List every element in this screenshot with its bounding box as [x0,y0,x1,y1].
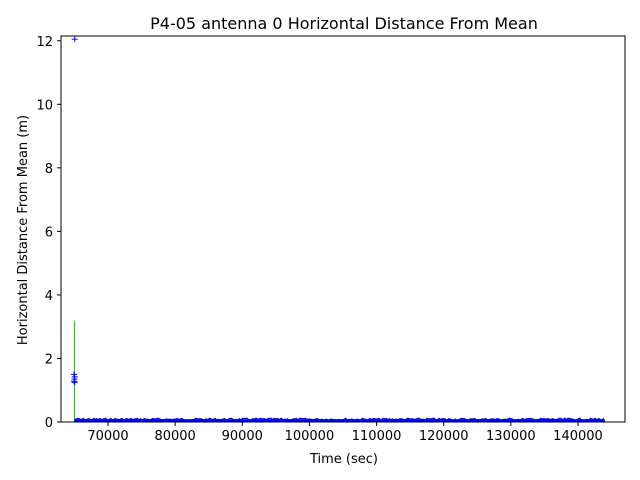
data-point [71,379,78,386]
y-axis-label: Horizontal Distance From Mean (m) [16,115,31,345]
x-tick-label: 80000 [154,429,195,444]
y-axis-ticks: 0 2 4 6 8 10 12 [36,35,61,431]
chart-title: P4-05 antenna 0 Horizontal Distance From… [150,14,538,33]
x-tick-label: 140000 [553,429,603,444]
y-tick-label: 6 [45,225,53,240]
axes-frame [60,35,626,423]
x-axis-label: Time (sec) [309,452,378,467]
y-tick-label: 8 [45,162,53,177]
y-tick-label: 2 [45,352,53,367]
x-tick-label: 90000 [222,429,263,444]
y-tick-label: 10 [36,98,53,113]
x-tick-label: 70000 [87,429,128,444]
data-point [71,36,78,43]
y-tick-label: 4 [45,289,53,304]
y-tick-label: 0 [45,416,53,431]
x-tick-label: 110000 [352,429,402,444]
x-tick-label: 100000 [285,429,335,444]
x-tick-label: 120000 [419,429,469,444]
plot-area [71,36,605,422]
y-tick-label: 12 [36,35,53,50]
x-tick-label: 130000 [486,429,536,444]
data-point [71,378,78,385]
x-axis-ticks: 70000 80000 90000 100000 110000 120000 130000 1… [87,422,603,444]
data-band-edge [74,417,605,422]
